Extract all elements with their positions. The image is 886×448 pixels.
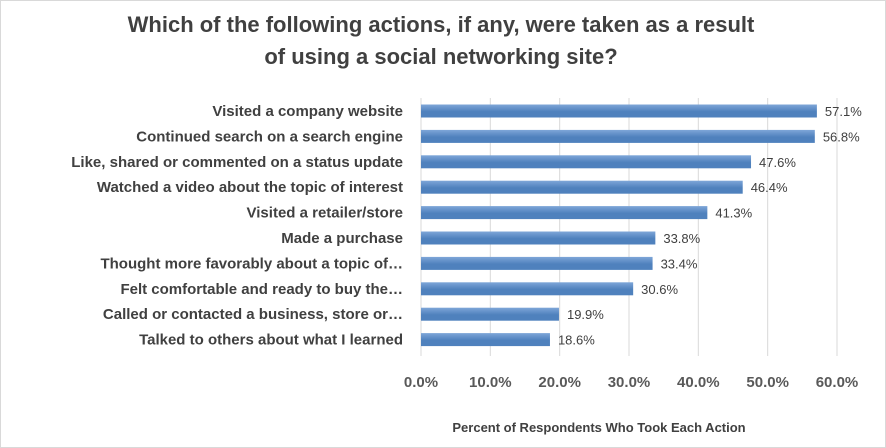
bar [421, 129, 815, 143]
value-label: 33.4% [661, 256, 698, 271]
chart-title-line-1: Which of the following actions, if any, … [127, 12, 755, 37]
chart-title-line-2: of using a social networking site? [264, 44, 618, 69]
value-label: 46.4% [751, 180, 788, 195]
bar [421, 104, 817, 118]
category-label: Talked to others about what I learned [139, 332, 403, 349]
value-labels: 57.1% 56.8% 47.6% 46.4% 41.3% 33.8% 33.4% 30.6%… [558, 104, 862, 348]
bars [421, 104, 817, 347]
category-label: Like, shared or commented on a status up… [71, 154, 403, 171]
x-tick-label: 10.0% [469, 374, 512, 391]
x-tick-label: 50.0% [746, 374, 789, 391]
x-tick-label: 20.0% [538, 374, 581, 391]
category-label: Continued search on a search engine [136, 128, 403, 145]
bar [421, 333, 550, 347]
x-tick-label: 60.0% [816, 374, 859, 391]
x-axis-title: Percent of Respondents Who Took Each Act… [452, 420, 745, 435]
chart-title: Which of the following actions, if any, … [61, 9, 821, 73]
category-label: Called or contacted a business, store or… [103, 306, 403, 323]
x-tick-label: 30.0% [608, 374, 651, 391]
value-label: 57.1% [825, 104, 862, 119]
bar [421, 155, 752, 169]
value-label: 18.6% [558, 333, 595, 348]
value-label: 56.8% [823, 129, 860, 144]
bar [421, 307, 559, 321]
value-label: 33.8% [663, 231, 700, 246]
value-label: 30.6% [641, 282, 678, 297]
category-label: Visited a company website [212, 103, 403, 120]
x-tick-label: 0.0% [404, 374, 438, 391]
category-label: Thought more favorably about a topic of… [100, 255, 403, 272]
category-label: Watched a video about the topic of inter… [97, 179, 403, 196]
value-label: 19.9% [567, 307, 604, 322]
bar [421, 282, 634, 296]
x-tick-label: 40.0% [677, 374, 720, 391]
x-tick-labels: 0.0% 10.0% 20.0% 30.0% 40.0% 50.0% 60.0% [404, 374, 858, 391]
value-label: 47.6% [759, 155, 796, 170]
category-label: Felt comfortable and ready to buy the… [120, 281, 403, 298]
category-labels: Visited a company website Continued searc… [71, 103, 403, 349]
category-label: Made a purchase [281, 230, 403, 247]
value-label: 41.3% [715, 206, 752, 221]
bar [421, 180, 743, 194]
category-label: Visited a retailer/store [247, 205, 403, 222]
bar [421, 256, 653, 270]
bar [421, 206, 708, 220]
bar [421, 231, 656, 245]
